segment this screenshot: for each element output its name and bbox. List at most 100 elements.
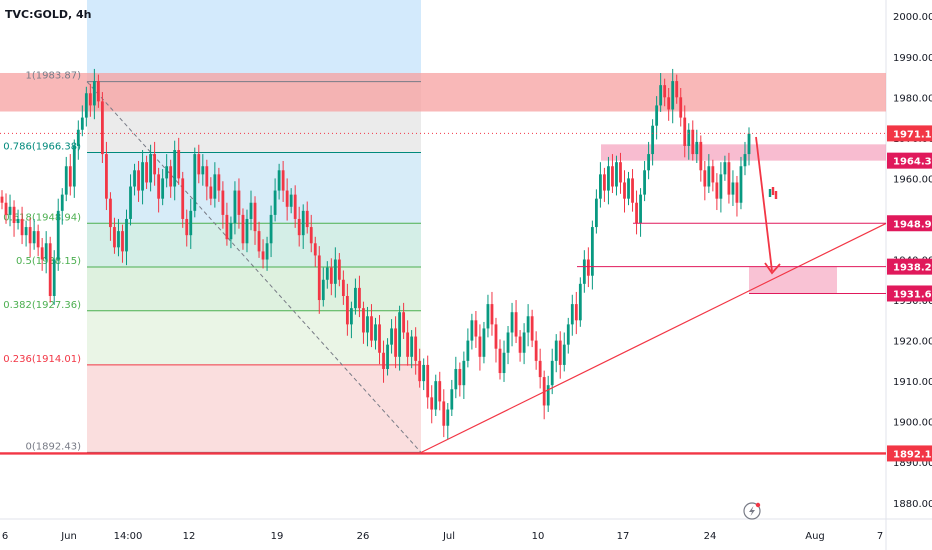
candle-body <box>24 227 28 236</box>
price-tag-bg <box>887 215 932 232</box>
candle-body <box>313 243 317 256</box>
candle-body <box>695 141 699 155</box>
candle-body <box>514 312 518 337</box>
candle-body <box>337 259 341 280</box>
candle-body <box>562 344 566 365</box>
candle-body <box>651 125 655 155</box>
candle-body <box>446 409 450 426</box>
upper-supply-zone <box>0 72 886 112</box>
candle-body <box>442 401 446 426</box>
candle-body <box>32 231 36 244</box>
candle-body <box>418 360 422 382</box>
price-axis[interactable]: 1880.00 1890.00 1900.00 1910.00 1920.00 1930.… <box>887 12 932 510</box>
fib-level-label: 0.5(1938.15) <box>16 256 81 267</box>
candle-body <box>623 182 626 199</box>
candle-body <box>594 198 598 228</box>
candle-body <box>398 312 401 357</box>
candle-body <box>245 218 249 244</box>
fib-level-label: 0(1892.43) <box>25 441 81 452</box>
candle-body <box>643 170 646 195</box>
candle-body <box>56 210 60 260</box>
candle-body <box>510 312 514 333</box>
lightning-icon[interactable] <box>743 502 761 520</box>
candle-body <box>378 324 381 353</box>
fib-level-label: 1(1983.87) <box>25 71 81 82</box>
candle-body <box>221 190 225 215</box>
price-tick-label: 1890.00 <box>893 458 932 469</box>
candle-body <box>350 308 353 325</box>
candle-body <box>341 279 345 296</box>
candle-body <box>261 251 265 260</box>
fib-band-3 <box>87 267 421 311</box>
drawings-layer[interactable] <box>0 132 887 455</box>
candle-body <box>149 154 152 183</box>
candle-body <box>257 231 261 252</box>
target-zone <box>749 266 837 294</box>
candle-body <box>506 332 510 353</box>
price-tag-label: 1964.38 <box>893 157 932 168</box>
candle-body <box>165 166 169 179</box>
candle-body <box>185 218 189 236</box>
candle-body <box>354 287 357 309</box>
candle-body <box>12 206 16 224</box>
candle-body <box>574 304 578 321</box>
candle-body <box>80 117 84 130</box>
candle-body <box>277 170 281 191</box>
candle-body <box>450 389 454 410</box>
candle-body <box>558 340 562 365</box>
candle-body <box>554 340 558 361</box>
fib-trend-line <box>86 81 422 453</box>
candle-body <box>217 174 221 191</box>
candle-body <box>663 85 667 98</box>
fib-extension-zone <box>87 0 421 82</box>
down-arrow-line[interactable] <box>755 136 773 272</box>
candle-body <box>20 218 24 236</box>
candle-body <box>281 170 285 191</box>
time-tick-label: 14:00 <box>114 531 143 542</box>
candle-body <box>550 360 554 386</box>
candle-body <box>125 218 128 252</box>
candle-body <box>655 105 659 126</box>
candle-body <box>470 320 474 341</box>
time-tick-label: Jul <box>442 531 455 542</box>
candle-body <box>727 162 731 195</box>
candle-body <box>715 182 719 199</box>
candle-body <box>635 202 638 224</box>
candle-body <box>426 364 430 398</box>
time-tick-label: Aug <box>805 531 825 542</box>
candle-body <box>454 368 458 390</box>
candle-body <box>121 231 124 252</box>
candle-body <box>502 352 506 374</box>
price-tick-label: 1960.00 <box>893 174 932 185</box>
candle-body <box>639 194 642 224</box>
candle-body <box>627 178 630 199</box>
candle-body <box>169 166 173 187</box>
candle-body <box>570 304 574 325</box>
candle-body <box>723 162 727 175</box>
candle-body <box>611 166 614 187</box>
candle-body <box>370 316 373 341</box>
ascending-trendline[interactable] <box>420 222 887 454</box>
candle-body <box>358 287 361 309</box>
candle-body <box>675 81 679 98</box>
candle-body <box>735 182 739 203</box>
candle-body <box>586 259 590 276</box>
price-tag-bg <box>887 285 932 302</box>
fib-level-label: 0.786(1966.38) <box>3 142 81 153</box>
candle-body <box>462 360 466 386</box>
time-axis[interactable]: 6 Jun 14:00 12 19 26 Jul 10 17 24 Aug 7 <box>2 531 883 542</box>
price-tag-bg <box>887 258 932 275</box>
candle-body <box>48 243 52 296</box>
candle-body <box>213 174 217 199</box>
candle-body <box>406 332 410 357</box>
candle-body <box>141 162 144 191</box>
candle-body <box>84 93 88 118</box>
candle-body <box>659 85 663 106</box>
candle-body <box>321 279 325 301</box>
candle-body <box>193 154 197 211</box>
candle-body <box>498 348 502 374</box>
candle-body <box>603 174 606 191</box>
fib-level-label: 0.236(1914.01) <box>3 354 81 365</box>
candle-body <box>711 166 715 183</box>
